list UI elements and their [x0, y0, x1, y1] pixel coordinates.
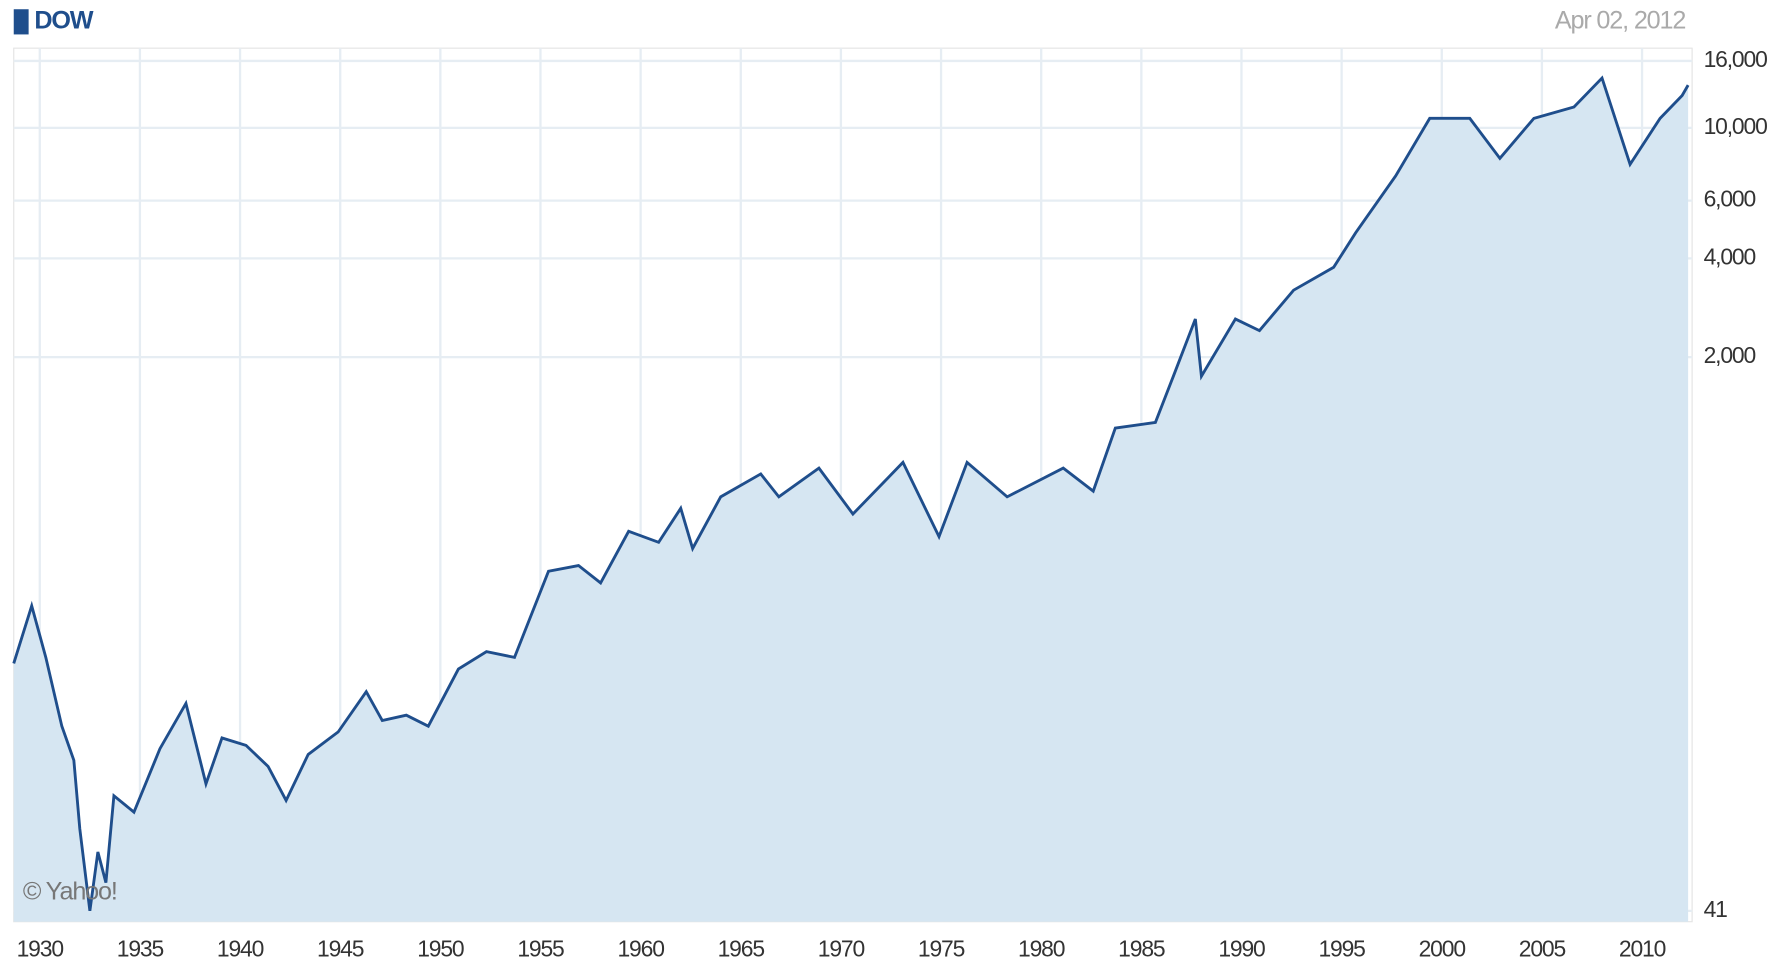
date-label: Apr 02, 2012: [1555, 6, 1686, 34]
x-tick-label: 1980: [1018, 935, 1065, 961]
x-tick-label: 1990: [1218, 935, 1265, 961]
y-tick-label: 16,000: [1704, 46, 1768, 72]
line: [12, 75, 1690, 912]
x-tick-label: 1945: [317, 935, 364, 961]
x-tick-label: 2000: [1419, 935, 1466, 961]
y-tick-label: 6,000: [1704, 186, 1756, 212]
x-tick-label: 1960: [617, 935, 664, 961]
x-tick-label: 2010: [1619, 935, 1666, 961]
watermark: © Yahoo!: [23, 878, 117, 906]
x-tick-label: 1965: [718, 935, 765, 961]
x-tick-label: 1930: [17, 935, 64, 961]
x-tick-label: 1935: [117, 935, 164, 961]
x-tick-label: 1950: [417, 935, 464, 961]
y-tick-label: 41: [1704, 896, 1728, 922]
x-tick-label: 2005: [1519, 935, 1566, 961]
x-tick-label: 1975: [918, 935, 965, 961]
y-tick-label: 4,000: [1704, 243, 1756, 269]
x-tick-label: 1940: [217, 935, 264, 961]
x-tick-label: 1970: [818, 935, 865, 961]
area: [13, 78, 1689, 922]
legend-label: DOW: [34, 6, 93, 34]
y-tick-label: 2,000: [1704, 342, 1756, 368]
legend-swatch: [13, 9, 29, 35]
x-tick-label: 1995: [1318, 935, 1365, 961]
y-tick-label: 10,000: [1704, 113, 1768, 139]
x-tick-label: 1985: [1118, 935, 1165, 961]
x-tick-label: 1955: [517, 935, 564, 961]
